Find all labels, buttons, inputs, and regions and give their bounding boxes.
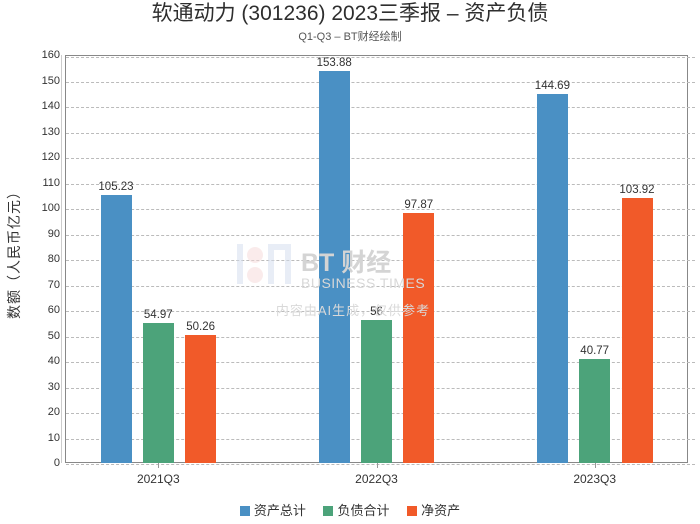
svg-text:BT 财经: BT 财经: [301, 249, 391, 277]
svg-text:BUSINESS TIMES: BUSINESS TIMES: [301, 275, 425, 291]
